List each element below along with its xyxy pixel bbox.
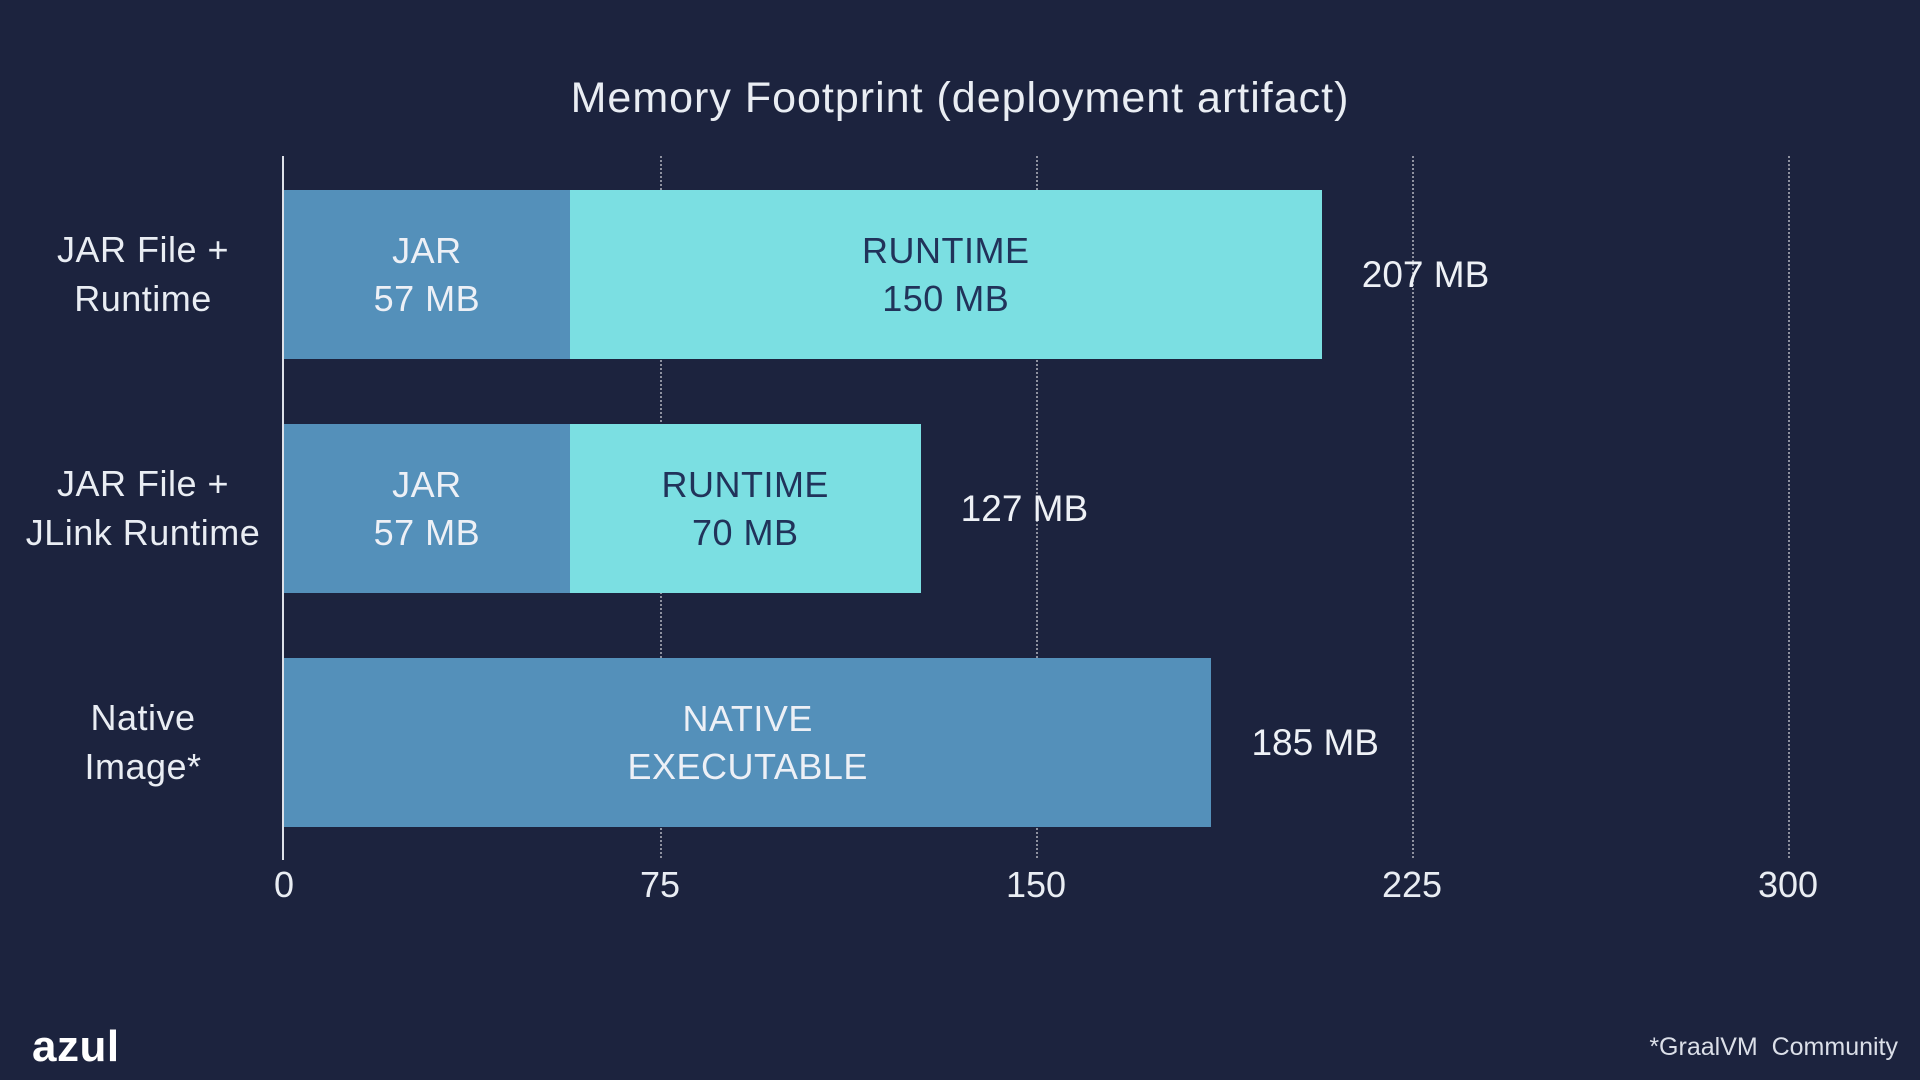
bar-segment-label-line: 70 MB — [691, 511, 799, 553]
gridline-225 — [1412, 156, 1414, 858]
bar-segment-jar: JAR 57 MB — [284, 190, 570, 359]
x-tick-label-150: 150 — [1005, 864, 1067, 905]
bar-total-label: 185 MB — [1251, 721, 1379, 763]
chart-plot: 0 75 150 225 300 JAR 57 MB RUNTIME 150 MB 207 MB J… — [274, 156, 1818, 905]
footnote-graalvm-community: *GraalVM Community — [1649, 1033, 1898, 1061]
x-tick-label-0: 0 — [273, 864, 295, 905]
x-tick-label-300: 300 — [1757, 864, 1819, 905]
bar-segment-label-line: JAR — [392, 463, 462, 505]
bar-total-label: 207 MB — [1361, 253, 1490, 295]
bar-segment-label-line: JAR — [392, 229, 462, 271]
bar-row: NATIVE EXECUTABLE 185 MB — [284, 658, 1379, 827]
chart-title: Memory Footprint (deployment artifact) — [570, 74, 1350, 122]
category-label-line: Image* — [84, 745, 202, 787]
category-label-line: Runtime — [74, 277, 212, 319]
category-label-line: JAR File + — [56, 462, 230, 504]
x-tick-label-225: 225 — [1381, 864, 1443, 905]
bar-segment-label-line: 57 MB — [373, 511, 481, 553]
bar-segment-runtime: RUNTIME 70 MB — [569, 424, 921, 593]
bar-segment-label-line: RUNTIME — [862, 229, 1030, 271]
bar-segment-label-line: 150 MB — [882, 277, 1010, 319]
x-tick-label-75: 75 — [639, 864, 681, 905]
category-label: JAR File + Runtime — [18, 190, 268, 359]
bar-segment-label-line: NATIVE — [682, 697, 813, 739]
bar-segment-native-executable: NATIVE EXECUTABLE — [284, 658, 1212, 827]
bar-total-label: 127 MB — [960, 487, 1089, 529]
category-label: Native Image* — [18, 658, 268, 827]
gridline-150 — [1036, 156, 1038, 858]
y-axis-line — [282, 156, 284, 860]
category-label-line: JLink Runtime — [25, 511, 261, 553]
category-label: JAR File + JLink Runtime — [18, 424, 268, 593]
gridline-300 — [1788, 156, 1790, 858]
category-label-line: JAR File + — [56, 228, 230, 270]
bar-segment-runtime: RUNTIME 150 MB — [569, 190, 1322, 359]
category-label-line: Native — [90, 696, 196, 738]
azul-logo: azul — [32, 1022, 120, 1071]
bar-segment-label-line: 57 MB — [373, 277, 481, 319]
bar-segment-label-line: RUNTIME — [661, 463, 829, 505]
bar-row: JAR 57 MB RUNTIME 150 MB 207 MB — [284, 190, 1489, 359]
bar-segment-jar: JAR 57 MB — [284, 424, 570, 593]
bar-row: JAR 57 MB RUNTIME 70 MB 127 MB — [284, 424, 1088, 593]
bar-segment-label-line: EXECUTABLE — [627, 745, 868, 787]
